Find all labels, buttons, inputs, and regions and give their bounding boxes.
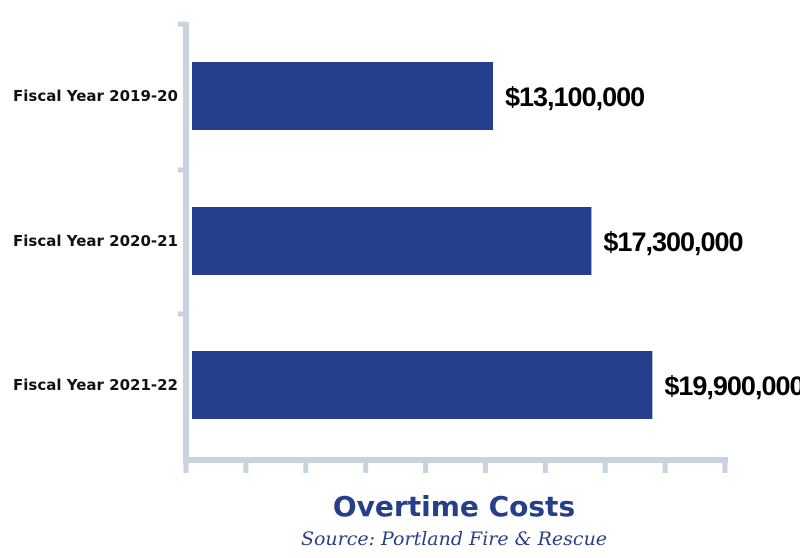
value-label: $13,100,000 [505, 82, 644, 112]
value-label: $17,300,000 [603, 227, 742, 257]
category-label: Fiscal Year 2019-20 [13, 87, 178, 105]
chart-bars [192, 62, 653, 419]
value-label: $19,900,000 [664, 371, 800, 401]
bar [192, 207, 592, 275]
category-label: Fiscal Year 2020-21 [13, 232, 178, 250]
chart-source: Source: Portland Fire & Rescue [300, 528, 608, 550]
chart-title: Overtime Costs [332, 490, 576, 523]
category-label: Fiscal Year 2021-22 [13, 376, 178, 394]
bar [192, 351, 653, 419]
chart-labels: Fiscal Year 2019-20 $13,100,000 Fiscal Yea… [13, 82, 800, 401]
bar [192, 62, 493, 130]
chart-axes [178, 21, 728, 473]
